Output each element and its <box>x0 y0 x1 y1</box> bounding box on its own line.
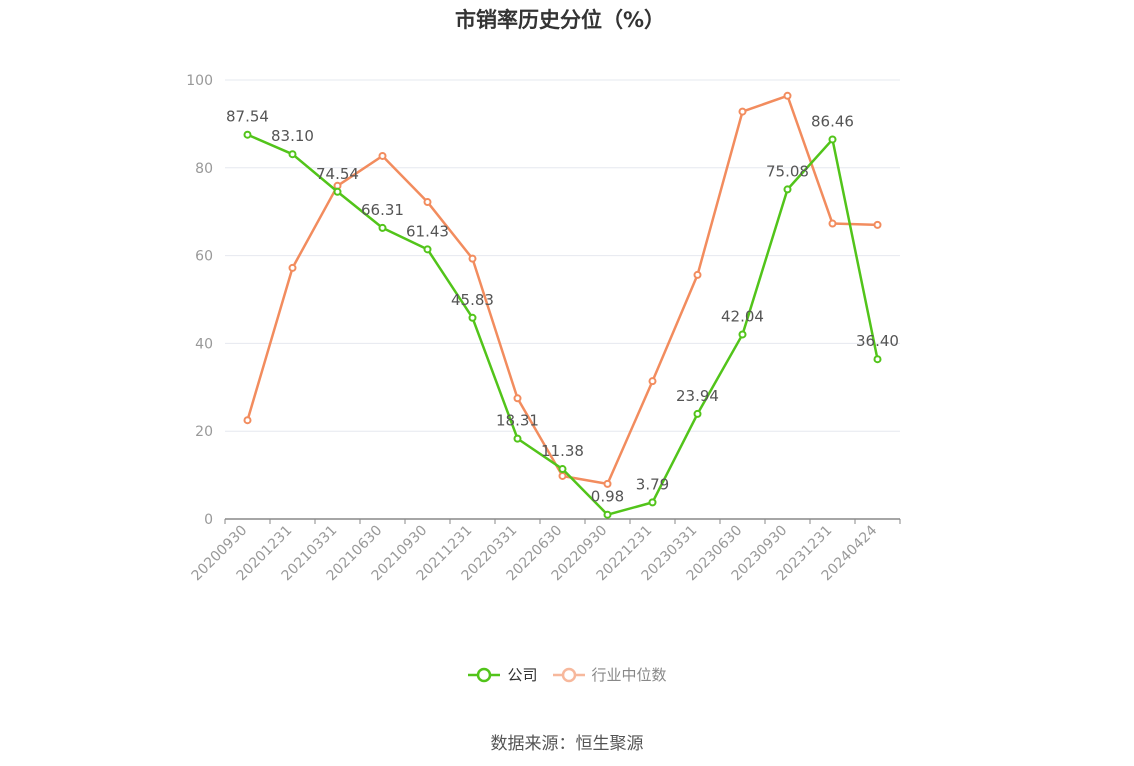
legend-company-icon <box>468 667 501 682</box>
y-tick-label: 20 <box>195 424 213 440</box>
data-point-company <box>468 313 477 322</box>
data-point-industry <box>378 151 387 160</box>
data-label: 11.38 <box>541 442 584 460</box>
data-point-industry <box>513 394 522 403</box>
data-point-industry <box>783 91 792 100</box>
data-point-industry <box>648 377 657 386</box>
data-label: 0.98 <box>591 488 624 506</box>
data-label: 83.10 <box>271 127 314 145</box>
data-point-industry <box>423 198 432 207</box>
y-tick-label: 80 <box>195 161 213 177</box>
axis-layer: 0204060801002020093020201231202103312021… <box>186 73 901 584</box>
y-tick-label: 0 <box>204 512 213 528</box>
data-point-industry <box>738 107 747 116</box>
data-point-industry <box>603 479 612 488</box>
legend: 公司 行业中位数 <box>0 664 1134 685</box>
data-point-company <box>558 465 567 474</box>
data-label: 45.83 <box>451 291 494 309</box>
legend-industry-icon <box>552 667 585 682</box>
data-point-industry <box>873 220 882 229</box>
series-layer <box>243 91 882 519</box>
data-label: 42.04 <box>721 307 764 325</box>
data-point-industry <box>558 471 567 480</box>
chart-title: 市销率历史分位（%） <box>454 8 666 32</box>
legend-label-industry: 行业中位数 <box>591 666 667 684</box>
grid-layer <box>225 79 900 432</box>
data-label: 18.31 <box>496 412 539 430</box>
data-point-company <box>603 510 612 519</box>
series-line-industry <box>246 94 878 486</box>
data-point-industry <box>288 263 297 272</box>
data-label: 61.43 <box>406 222 449 240</box>
y-tick-label: 100 <box>186 73 213 89</box>
data-point-company <box>288 150 297 159</box>
data-label: 86.46 <box>811 112 854 130</box>
data-point-company <box>873 355 882 364</box>
data-point-industry <box>468 254 477 263</box>
data-label: 23.94 <box>676 387 719 405</box>
data-point-company <box>828 135 837 144</box>
data-label: 74.54 <box>316 165 359 183</box>
data-label: 75.08 <box>766 162 809 180</box>
y-tick-label: 40 <box>195 336 213 352</box>
data-label: 87.54 <box>226 108 269 126</box>
data-point-industry <box>828 219 837 228</box>
data-point-company <box>783 185 792 194</box>
data-point-company <box>513 434 522 443</box>
data-point-company <box>648 498 657 507</box>
data-point-company <box>423 245 432 254</box>
data-label: 66.31 <box>361 201 404 219</box>
data-point-company <box>378 223 387 232</box>
legend-item-company[interactable]: 公司 <box>467 664 538 685</box>
data-point-industry <box>243 416 252 425</box>
data-point-industry <box>693 270 702 279</box>
legend-label-company: 公司 <box>507 666 538 684</box>
data-point-company <box>243 130 252 139</box>
data-label: 3.79 <box>636 475 669 493</box>
data-point-company <box>693 409 702 418</box>
y-tick-label: 60 <box>195 249 213 265</box>
legend-item-industry[interactable]: 行业中位数 <box>552 664 667 685</box>
data-point-company <box>738 330 747 339</box>
data-label: 36.40 <box>856 332 899 350</box>
data-source: 数据来源：恒生聚源 <box>490 734 644 754</box>
data-point-company <box>333 187 342 196</box>
